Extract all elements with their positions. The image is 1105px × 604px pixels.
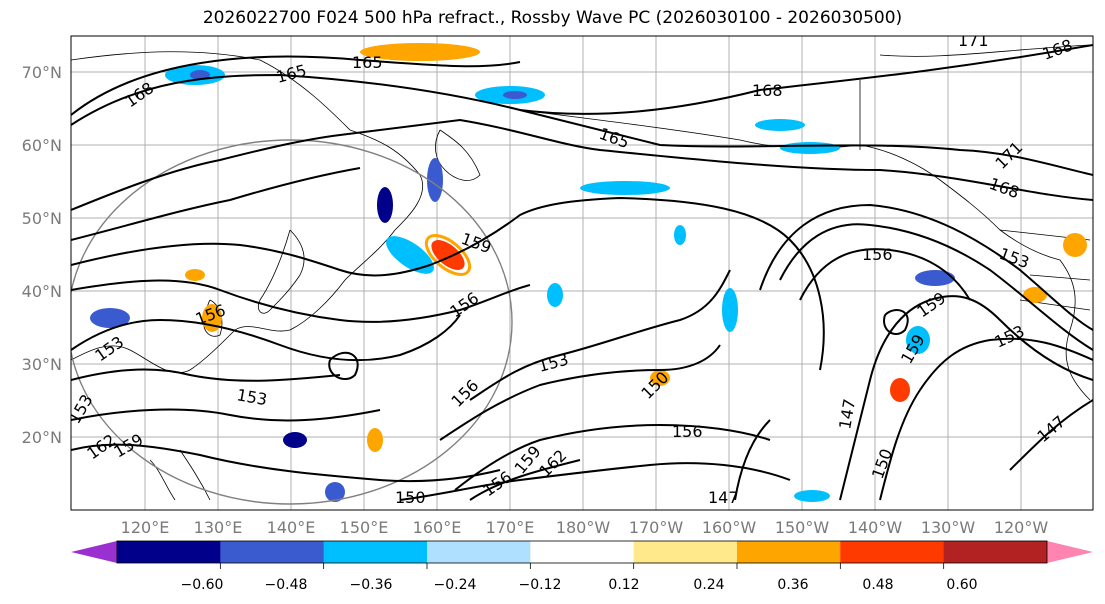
colorbar-tick-label: 0.24	[693, 577, 724, 593]
colorbar-tick-label: −0.48	[265, 577, 308, 593]
contour-label: 171	[958, 31, 989, 50]
colorbar-tick-label: 0.36	[777, 577, 808, 593]
lon-label: 180°W	[556, 518, 611, 537]
lon-label: 130°E	[194, 518, 243, 537]
latitude-labels: 70°N 60°N 50°N 40°N 30°N 20°N	[22, 63, 62, 447]
contour-label: 150	[395, 488, 426, 507]
contour-label: 165	[352, 53, 383, 72]
colorbar-tick-label: 0.12	[608, 577, 639, 593]
colorbar-segment	[427, 541, 531, 563]
lon-label: 120°W	[994, 518, 1049, 537]
contour-label: 168	[752, 81, 783, 100]
colorbar-tick-label: −0.24	[434, 577, 477, 593]
colorbar-tick-label: −0.12	[519, 577, 562, 593]
colorbar-tick-label: −0.60	[181, 577, 224, 593]
map-frame	[70, 35, 1094, 511]
colorbar-tick-label: 0.60	[946, 577, 977, 593]
wave-packet-circle	[71, 139, 513, 505]
lon-label: 150°W	[775, 518, 830, 537]
longitude-labels: 120°E 130°E 140°E 150°E 160°E 170°E 180°…	[121, 518, 1049, 537]
colorbar-tick-label: −0.36	[350, 577, 393, 593]
lon-label: 160°E	[413, 518, 462, 537]
contour-label: 147	[708, 488, 739, 507]
colorbar-extend-low	[71, 541, 117, 563]
lon-label: 170°W	[629, 518, 684, 537]
colorbar-segment	[737, 541, 841, 563]
lon-label: 130°W	[921, 518, 976, 537]
contour-label: 156	[862, 245, 893, 264]
colorbar-segment	[633, 541, 738, 563]
lat-label: 50°N	[22, 209, 62, 228]
colorbar-tick-labels: −0.60 −0.48 −0.36 −0.24 −0.12 0.12 0.24 …	[181, 577, 978, 593]
lon-label: 150°E	[340, 518, 389, 537]
colorbar-segment	[117, 541, 221, 563]
lat-label: 40°N	[22, 282, 62, 301]
lat-label: 70°N	[22, 63, 62, 82]
refractivity-contours	[71, 44, 1093, 501]
colorbar-segment	[530, 541, 635, 563]
colorbar-segment	[323, 541, 428, 563]
colorbar-segment	[943, 541, 1048, 563]
colorbar-tick-label: 0.48	[862, 577, 893, 593]
colorbar: −0.60 −0.48 −0.36 −0.24 −0.12 0.12 0.24 …	[71, 540, 1093, 593]
lon-label: 140°W	[848, 518, 903, 537]
colorbar-segment	[840, 541, 945, 563]
contour-label: 156	[672, 422, 703, 441]
colorbar-extend-high	[1047, 541, 1093, 563]
lon-label: 140°E	[267, 518, 316, 537]
anomaly-shading	[90, 43, 1087, 502]
lat-label: 60°N	[22, 136, 62, 155]
map-title: 2026022700 F024 500 hPa refract., Rossby…	[202, 8, 903, 28]
lat-label: 20°N	[22, 428, 62, 447]
lon-label: 170°E	[486, 518, 535, 537]
lon-label: 160°W	[702, 518, 757, 537]
lon-label: 120°E	[121, 518, 170, 537]
colorbar-segment	[220, 541, 325, 563]
lat-label: 30°N	[22, 355, 62, 374]
